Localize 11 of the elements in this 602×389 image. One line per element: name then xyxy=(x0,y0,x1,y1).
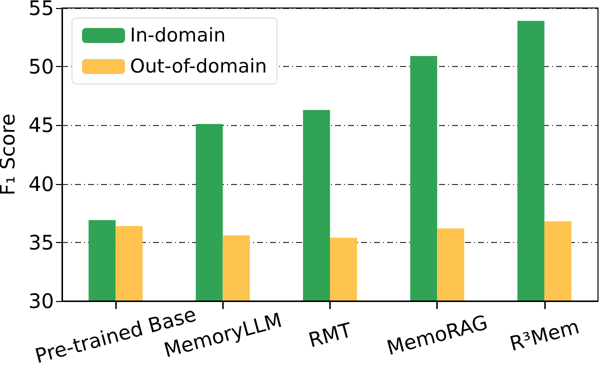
legend-label: In-domain xyxy=(130,24,226,46)
y-tick-label: 50 xyxy=(28,54,54,79)
y-tick-label: 30 xyxy=(28,289,54,313)
legend-label: Out-of-domain xyxy=(130,56,267,78)
y-tick-label: 45 xyxy=(28,113,54,138)
y-tick-label: 40 xyxy=(28,172,54,196)
y-axis-title: F₁ Score xyxy=(0,114,20,196)
y-tick-label: 35 xyxy=(28,230,54,254)
x-tick-label: R³Mem xyxy=(507,314,582,356)
x-tick-label: RMT xyxy=(306,318,355,352)
y-tick-label: 55 xyxy=(28,0,54,20)
